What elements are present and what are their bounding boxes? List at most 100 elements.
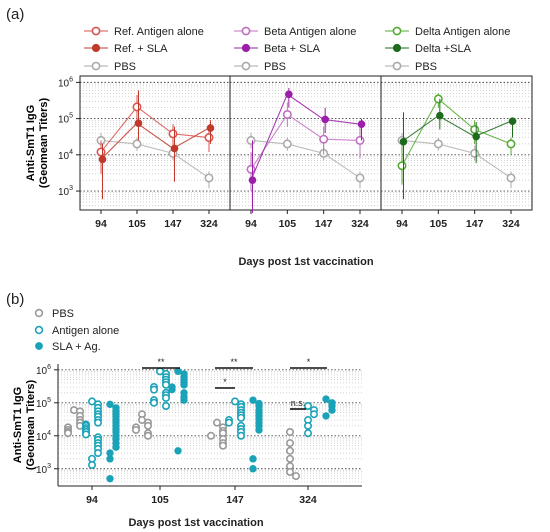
data-point — [303, 401, 312, 410]
subplot-1: 94 105 147 324 Ref. Antigen alone Ref. + SLA P… — [79, 26, 231, 230]
data-point — [237, 413, 246, 422]
data-point — [162, 393, 171, 402]
data-point — [470, 148, 480, 158]
data-point — [174, 367, 182, 376]
legend-marker — [35, 342, 43, 350]
series-line — [401, 98, 512, 166]
b-ytick-label: 105 — [36, 397, 51, 410]
a-ytick-label: 105 — [58, 113, 73, 126]
data-point — [231, 397, 240, 406]
legend-marker — [241, 43, 251, 53]
x-tick-label: 147 — [466, 218, 484, 230]
data-point — [204, 133, 214, 143]
data-point — [204, 173, 214, 183]
panel-label-b: (b) — [6, 291, 24, 308]
data-point — [180, 381, 188, 389]
legend-marker — [392, 43, 402, 53]
data-point — [355, 173, 365, 183]
data-point — [206, 124, 215, 132]
series-delta-antigen-alone — [397, 93, 516, 185]
data-point — [106, 474, 114, 483]
data-point — [144, 431, 153, 440]
panel-label-a: (a) — [6, 6, 24, 23]
data-point — [180, 396, 188, 404]
series-line — [250, 113, 361, 170]
data-point — [88, 460, 97, 469]
series-line — [100, 139, 210, 179]
data-point — [132, 102, 142, 112]
x-tick-label: 105 — [430, 218, 448, 230]
data-point — [433, 94, 443, 104]
subplot-3: 94 105 147 324 Delta Antigen alone Delta +SLA… — [380, 26, 533, 230]
series-beta-sla — [248, 87, 366, 213]
data-point — [321, 115, 329, 124]
data-point — [249, 455, 257, 463]
legend-marker — [91, 61, 101, 71]
data-point — [285, 439, 294, 448]
data-point — [249, 465, 257, 473]
data-point — [255, 426, 263, 434]
significance-label: * — [307, 357, 311, 367]
x-tick-label: 147 — [315, 218, 333, 230]
b-ytick-label: 104 — [36, 430, 51, 443]
data-point — [357, 120, 366, 129]
data-point — [309, 410, 318, 419]
series-pbs — [96, 133, 214, 189]
legend-label: Beta Antigen alone — [264, 26, 356, 38]
significance-label: n.s. — [291, 398, 306, 408]
x-tick-label: 324 — [502, 218, 520, 230]
data-point — [106, 455, 114, 463]
data-point — [237, 431, 246, 440]
subplot-frame — [380, 75, 533, 211]
y-axis-label-units: (Geomean Titers) — [25, 380, 37, 471]
series-line — [250, 139, 361, 179]
data-point — [285, 454, 294, 463]
y-axis-label: Anti-SmT1 IgG — [25, 105, 37, 181]
data-point — [112, 443, 120, 451]
legend-marker — [392, 61, 402, 71]
legend-marker — [34, 308, 44, 318]
x-tick-label: 105 — [151, 494, 169, 506]
a-ytick-label: 103 — [58, 185, 73, 198]
data-point — [328, 406, 336, 414]
data-point — [472, 132, 480, 141]
series-antigen-alone — [82, 367, 318, 469]
data-point — [291, 472, 300, 481]
y-axis-label-units: (Geomean Titers) — [38, 98, 50, 189]
data-point — [98, 155, 107, 164]
data-point — [246, 135, 256, 145]
data-point — [355, 135, 365, 145]
legend-marker — [241, 61, 251, 71]
data-point — [319, 134, 329, 144]
data-point — [322, 412, 330, 420]
data-point — [508, 117, 517, 125]
data-point — [506, 173, 516, 183]
x-tick-label: 147 — [164, 218, 182, 230]
data-point — [88, 397, 97, 406]
data-point — [144, 421, 153, 430]
data-point — [322, 395, 330, 403]
legend-label: PBS — [415, 61, 437, 73]
data-point — [249, 396, 257, 404]
x-tick-label: 94 — [245, 218, 257, 230]
x-tick-label: 147 — [226, 494, 244, 506]
data-point — [248, 176, 257, 184]
data-point — [168, 129, 178, 139]
data-point — [470, 125, 480, 135]
x-tick-label: 105 — [279, 218, 297, 230]
b-ytick-label: 106 — [36, 364, 51, 377]
data-point — [96, 147, 106, 157]
x-tick-label: 94 — [86, 494, 98, 506]
x-tick-label: 105 — [128, 218, 146, 230]
data-point — [285, 90, 293, 99]
legend-label: Antigen alone — [52, 325, 119, 337]
data-point — [433, 139, 443, 149]
data-point — [64, 429, 73, 438]
data-point — [506, 139, 516, 149]
legend-label: Ref. + SLA — [114, 43, 168, 55]
data-point — [168, 385, 176, 394]
significance-label: * — [223, 377, 227, 387]
series-ref-antigen-alone — [96, 94, 214, 174]
data-point — [303, 421, 312, 430]
series-beta-antigen-alone — [246, 102, 365, 192]
